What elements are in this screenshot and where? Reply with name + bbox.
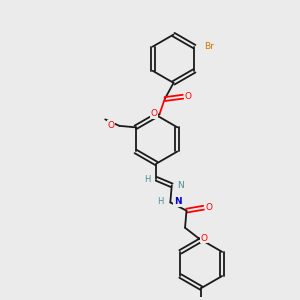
Text: O: O [185,92,192,101]
Text: O: O [151,109,158,118]
Text: N: N [174,197,182,206]
Text: N: N [177,181,184,190]
Text: O: O [200,233,207,242]
Text: H: H [158,197,164,206]
Text: Br: Br [204,42,214,51]
Text: O: O [107,121,114,130]
Text: O: O [206,203,212,212]
Text: H: H [144,175,150,184]
